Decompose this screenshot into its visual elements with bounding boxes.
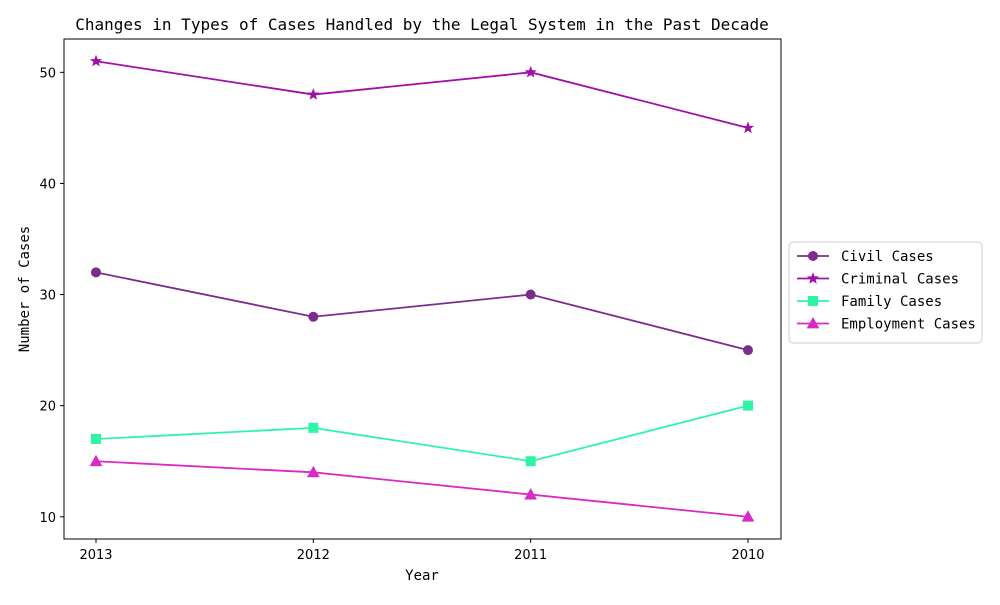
data-point-triangle (306, 465, 320, 478)
series-family-cases (91, 400, 753, 467)
legend-marker-square (808, 296, 818, 306)
x-tick-label: 2013 (79, 548, 112, 563)
legend-marker-star (806, 272, 820, 284)
x-tick-label: 2011 (514, 548, 547, 563)
chart-title: Changes in Types of Cases Handled by the… (75, 15, 769, 34)
legend-label: Employment Cases (841, 317, 976, 333)
series-civil-cases (91, 267, 753, 356)
series-line (95, 460, 749, 518)
legend-item: Civil Cases (797, 249, 934, 265)
y-tick-label: 50 (39, 66, 56, 81)
data-point-triangle (741, 510, 755, 522)
legend-label: Family Cases (841, 294, 942, 310)
data-point-square (91, 434, 101, 444)
x-tick-label: 2012 (297, 548, 330, 563)
data-point-square (525, 456, 536, 467)
x-tick-label: 2010 (731, 548, 764, 563)
legend-item: Family Cases (797, 294, 942, 310)
series-line (95, 60, 749, 129)
y-tick-label: 40 (39, 177, 56, 192)
data-point-square (743, 400, 753, 411)
data-point-circle (743, 345, 753, 356)
data-point-star (89, 54, 103, 67)
series-employment-cases (89, 454, 755, 522)
x-axis-label: Year (405, 568, 439, 584)
data-point-star (307, 88, 320, 100)
series-criminal-cases (89, 54, 755, 134)
data-point-circle (91, 267, 101, 278)
y-tick-label: 30 (39, 289, 56, 304)
legend-label: Civil Cases (841, 249, 934, 265)
y-axis-label: Number of Cases (17, 226, 33, 352)
legend: Civil Cases Criminal Cases Family Cases Emp… (788, 241, 983, 344)
legend-marker-circle (808, 251, 818, 261)
legend-frame (788, 241, 983, 344)
data-point-triangle (89, 454, 103, 467)
legend-item: Criminal Cases (797, 272, 959, 288)
plot-area (63, 38, 782, 540)
data-point-triangle (524, 488, 538, 500)
data-point-square (308, 422, 319, 433)
legend-marker-triangle (806, 316, 820, 329)
legend-label: Criminal Cases (841, 272, 959, 288)
y-tick-label: 20 (39, 400, 56, 415)
data-point-circle (525, 289, 536, 300)
series-line (95, 404, 749, 463)
data-point-star (741, 121, 755, 134)
data-point-star (524, 65, 537, 78)
legend-item: Employment Cases (797, 317, 976, 333)
series-line (95, 271, 749, 351)
series-group (89, 54, 755, 522)
data-point-circle (308, 311, 319, 322)
y-tick-label: 10 (39, 511, 56, 526)
